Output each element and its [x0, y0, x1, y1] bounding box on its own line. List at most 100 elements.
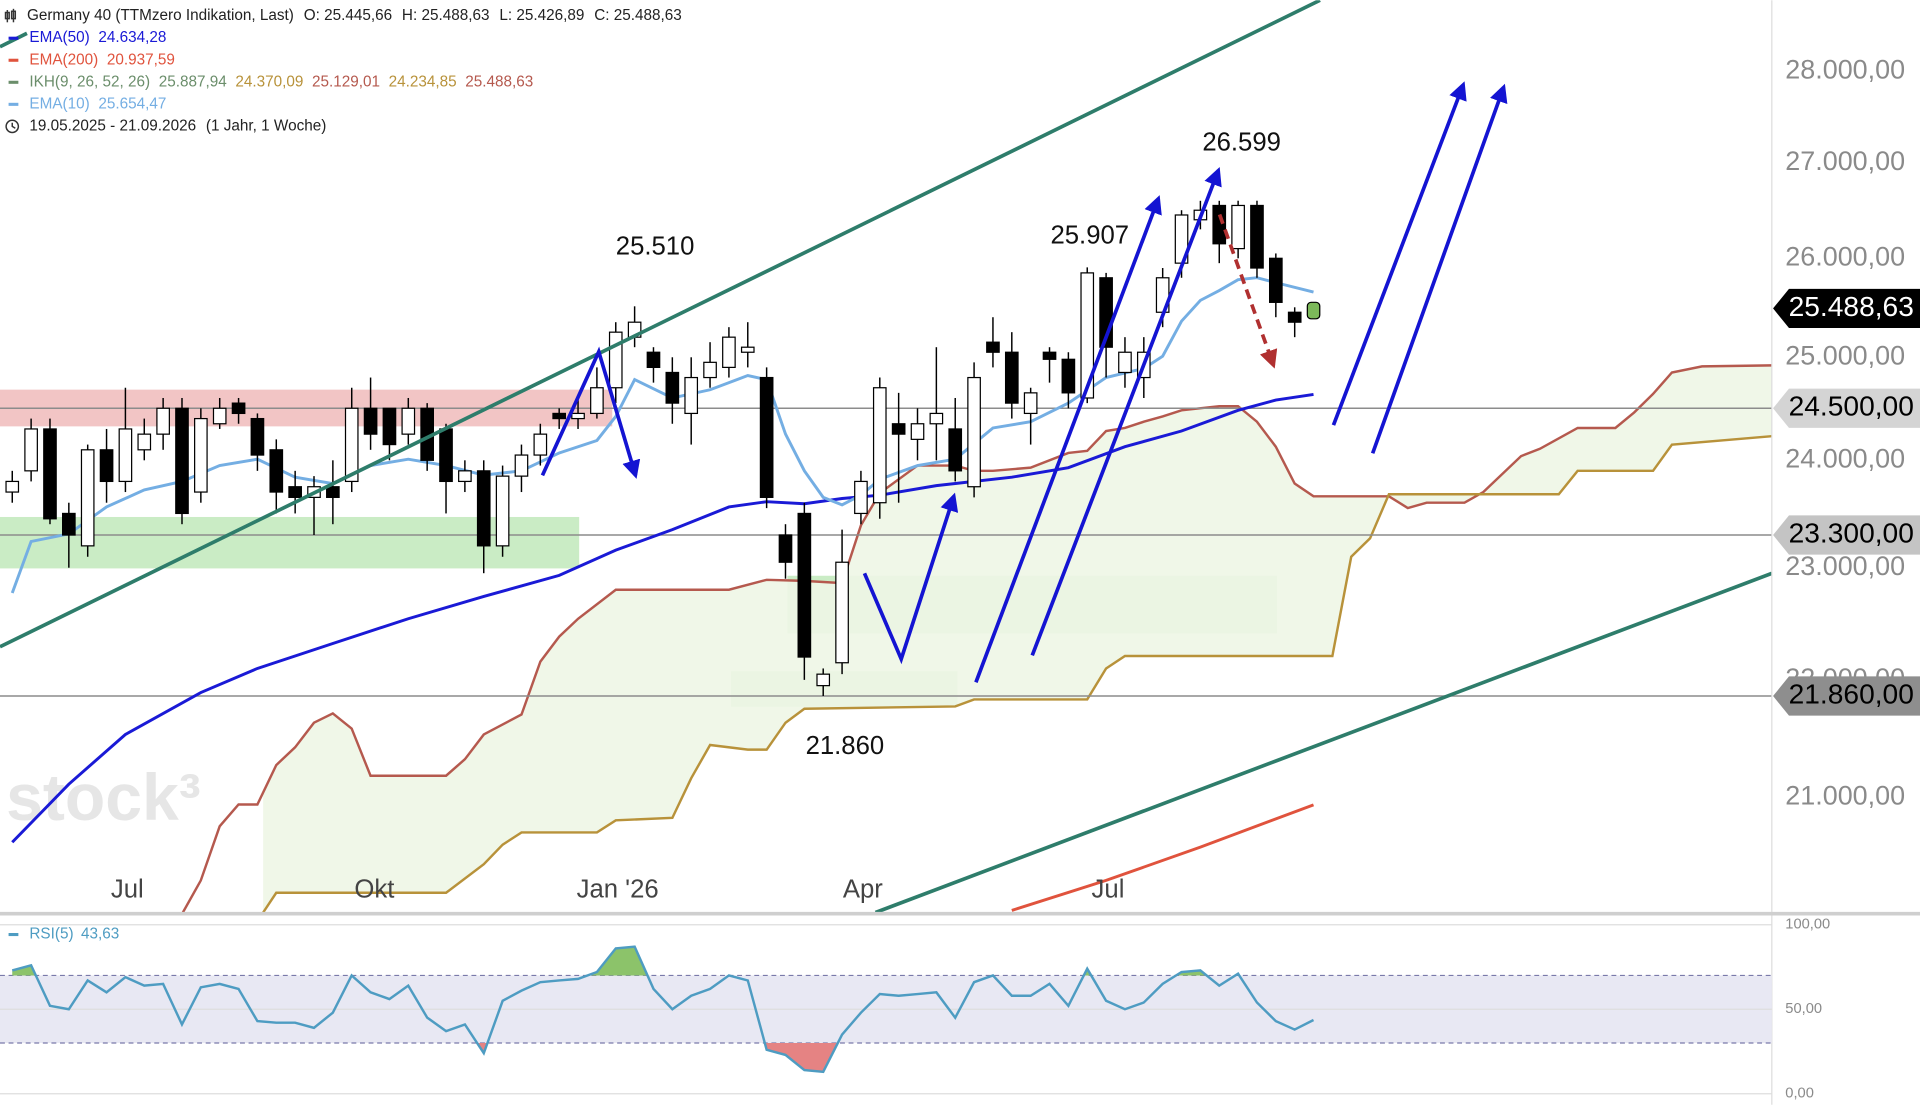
candle-body — [382, 407, 397, 446]
ema-line — [10, 276, 1314, 594]
y-tick-label: 24.000,00 — [1785, 443, 1905, 473]
candle-body — [212, 407, 227, 425]
watermark: stock³ — [6, 761, 201, 835]
ohlc-label: C: 25.488,63 — [594, 7, 682, 24]
legend-name: RSI(5) — [29, 926, 73, 943]
rsi-legend: RSI(5) 43,63 — [29, 926, 119, 943]
date-range-text: 19.05.2025 - 21.09.2026 — [29, 117, 196, 134]
candle-body — [571, 412, 585, 420]
x-tick-label: Jul — [111, 875, 144, 903]
candle-body — [835, 561, 849, 664]
trend-line — [874, 571, 1772, 913]
clock-icon — [11, 122, 16, 129]
ema-line — [11, 392, 1314, 844]
candle-body — [401, 407, 416, 435]
ichimoku-line — [262, 434, 1772, 913]
candle-body — [5, 480, 20, 493]
rsi-tick-label: 100,00 — [1785, 917, 1830, 933]
candle-body — [24, 428, 38, 472]
annotation: 25.907 — [1050, 221, 1129, 249]
candle-body — [1080, 272, 1095, 399]
level-box — [1773, 515, 1920, 555]
candle-body — [476, 470, 491, 547]
level-label: 21.860,00 — [1789, 678, 1914, 709]
legend-value: 24.634,28 — [98, 29, 166, 46]
legend-name: EMA(200) — [29, 51, 98, 68]
legend-value: 43,63 — [81, 926, 119, 943]
date-range: 19.05.2025 - 21.09.2026 (1 Jahr, 1 Woche) — [29, 117, 326, 134]
legend-entry: EMA(200) 20.937,59 — [29, 51, 174, 68]
legend-value: 25.654,47 — [98, 95, 166, 112]
drawings — [0, 0, 1772, 913]
candle-body — [514, 454, 529, 477]
candle-body — [156, 407, 170, 435]
legend-entry: EMA(10) 25.654,47 — [29, 95, 166, 112]
candle-body — [1212, 204, 1227, 245]
legend-name: IKH(9, 26, 52, 26) — [29, 73, 150, 90]
legend-value: 25.129,01 — [312, 73, 380, 90]
candle-body — [1306, 301, 1321, 320]
candle-body — [778, 534, 793, 563]
y-tick-label: 25.000,00 — [1785, 340, 1905, 370]
candle-body — [363, 407, 378, 435]
legend-entry: IKH(9, 26, 52, 26) 25.887,94 24.370,09 25.1… — [29, 73, 533, 90]
y-tick-label: 28.000,00 — [1785, 54, 1905, 84]
candle-body — [1287, 311, 1302, 323]
arrow — [540, 346, 641, 479]
legend-value: 24.234,85 — [389, 73, 457, 90]
chart-icon — [4, 8, 17, 23]
arrow — [1370, 83, 1508, 454]
candle-body — [608, 331, 623, 389]
legend-entry: EMA(50) 24.634,28 — [29, 29, 166, 46]
candle-body — [344, 407, 359, 483]
candle-body — [722, 336, 736, 369]
candle-body — [590, 387, 604, 415]
rsi-tick-label: 0,00 — [1785, 1086, 1814, 1102]
annotation: 25.510 — [616, 232, 695, 260]
candle-body — [929, 412, 944, 425]
candle-body — [533, 433, 548, 456]
arrow — [1217, 213, 1278, 369]
candle-body — [1042, 351, 1057, 360]
candle-body — [1023, 392, 1038, 415]
candle-body — [288, 486, 302, 498]
clock-icon — [5, 119, 20, 134]
last-price-label: 25.488,63 — [1789, 291, 1914, 322]
candle-body — [797, 512, 812, 658]
legend-name: EMA(10) — [29, 95, 89, 112]
candle-body — [62, 512, 76, 536]
candle-body — [816, 673, 831, 687]
candle-body — [967, 376, 981, 488]
legend-value: 24.370,09 — [235, 73, 303, 90]
candle-body — [665, 371, 680, 404]
rsi-panel: 0,00 50,00 100,00 RSI(5) 43,63 — [0, 917, 1830, 1102]
candle-body — [43, 428, 57, 520]
candle-body — [231, 402, 246, 415]
candle-body — [1231, 204, 1245, 250]
candle-body — [458, 470, 472, 483]
candle-body — [872, 387, 887, 504]
candle-body — [552, 412, 567, 420]
candle-body — [99, 449, 114, 483]
candle-body — [326, 486, 340, 498]
level-label: 23.300,00 — [1789, 517, 1914, 548]
legend: Germany 40 (TTMzero Indikation, Last) O: … — [4, 7, 682, 134]
candle-body — [986, 341, 1000, 353]
candle-body — [854, 480, 868, 515]
y-tick-label: 23.000,00 — [1785, 551, 1905, 581]
candle-body — [137, 433, 152, 451]
ichimoku-line — [181, 364, 1772, 913]
last-price-box — [1773, 288, 1920, 329]
candle-body — [684, 376, 699, 415]
candle-body — [250, 417, 265, 456]
candle-body — [439, 428, 453, 483]
legend-value: 25.887,94 — [159, 73, 228, 90]
candle-body — [703, 361, 717, 379]
x-tick-label: Okt — [354, 875, 394, 903]
candle-body — [1250, 204, 1264, 269]
x-tick-label: Jul — [1092, 875, 1125, 903]
legend-title: Germany 40 (TTMzero Indikation, Last) O: … — [27, 7, 682, 24]
